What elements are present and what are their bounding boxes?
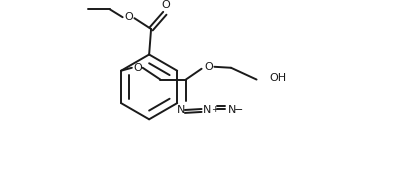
- Text: OH: OH: [269, 73, 286, 83]
- Text: O: O: [124, 12, 133, 22]
- Text: N: N: [228, 105, 236, 115]
- Text: N: N: [203, 105, 212, 115]
- Text: O: O: [134, 63, 142, 73]
- Text: N: N: [177, 105, 185, 115]
- Text: O: O: [204, 62, 213, 72]
- Text: +: +: [210, 105, 218, 115]
- Text: O: O: [161, 0, 170, 10]
- Text: −: −: [234, 105, 244, 115]
